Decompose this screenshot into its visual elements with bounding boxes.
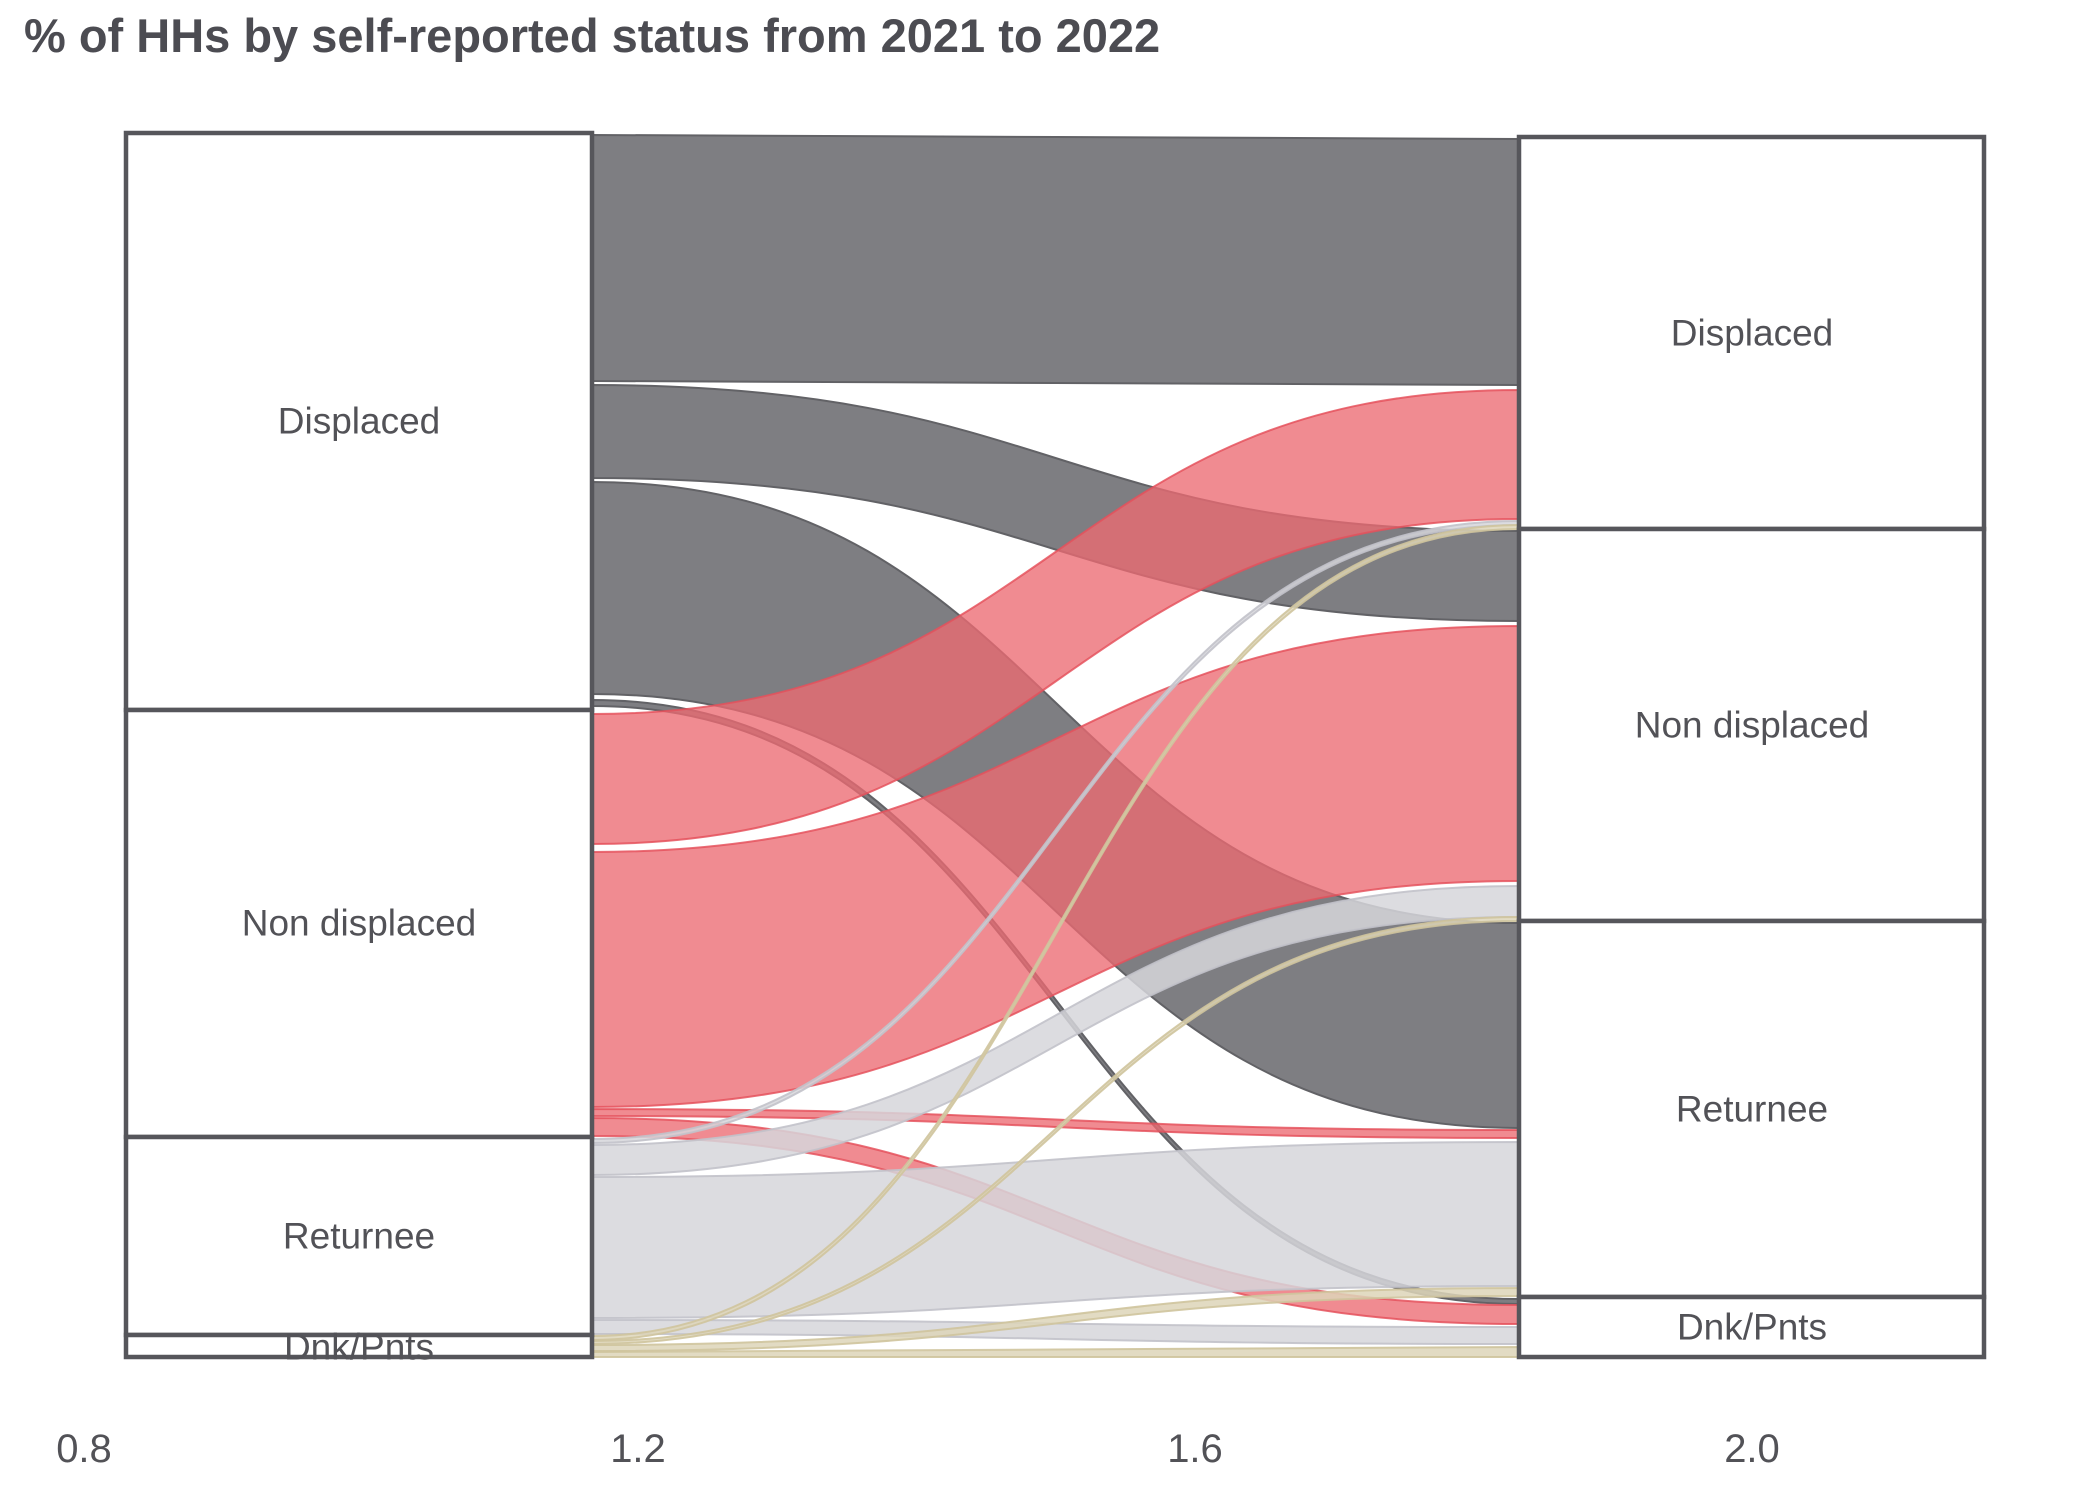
stratum-2021-displaced bbox=[123, 130, 595, 713]
stratum-label-2022-non_displaced: Non displaced bbox=[1635, 705, 1869, 746]
stratum-2022-displaced bbox=[1516, 134, 1987, 532]
strata-labels-layer: Displaced Non displaced Returnee Dnk/Pnts Di… bbox=[242, 313, 1869, 1368]
stratum-label-2021-non_displaced: Non displaced bbox=[242, 903, 476, 944]
stratum-2022-non_displaced bbox=[1516, 526, 1987, 924]
x-axis-tick-2.0: 2.0 bbox=[1724, 1427, 1780, 1471]
stratum-label-2021-dnk_pnts: Dnk/Pnts bbox=[284, 1327, 434, 1368]
stratum-2022-returnee bbox=[1516, 918, 1987, 1300]
stratum-label-2021-returnee: Returnee bbox=[283, 1216, 435, 1257]
x-axis-tick-1.2: 1.2 bbox=[610, 1427, 666, 1471]
x-axis-tick-1.6: 1.6 bbox=[1167, 1427, 1223, 1471]
strata-boxes-layer bbox=[123, 130, 1987, 1360]
stratum-label-2022-displaced: Displaced bbox=[1671, 313, 1833, 354]
stratum-label-2022-returnee: Returnee bbox=[1676, 1089, 1828, 1130]
stratum-2022-dnk_pnts bbox=[1516, 1294, 1987, 1360]
stratum-label-2022-dnk_pnts: Dnk/Pnts bbox=[1677, 1307, 1827, 1348]
stratum-label-2021-displaced: Displaced bbox=[278, 401, 440, 442]
stratum-2021-dnk_pnts bbox=[123, 1332, 595, 1360]
chart-title: % of HHs by self-reported status from 20… bbox=[24, 9, 1161, 62]
flow-ribbons-layer bbox=[591, 133, 1520, 1359]
x-axis-tick-0.8: 0.8 bbox=[56, 1427, 112, 1471]
x-axis-layer: 0.8 1.2 1.6 2.0 bbox=[56, 1427, 1780, 1471]
stratum-2021-returnee bbox=[123, 1134, 595, 1338]
flow-displaced-to-displaced bbox=[591, 133, 1520, 387]
